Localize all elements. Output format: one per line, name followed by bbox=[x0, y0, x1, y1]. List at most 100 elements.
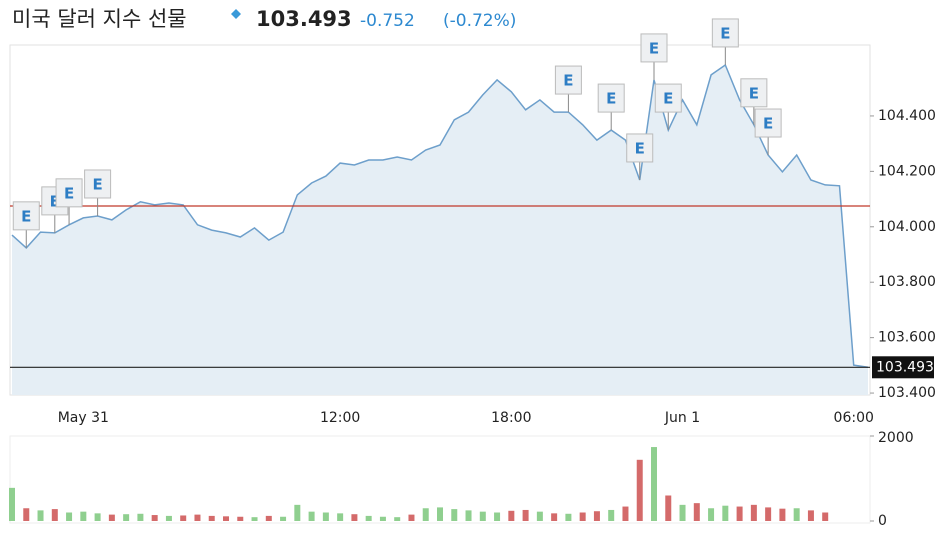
area bbox=[12, 65, 868, 395]
y-tick-label: 104.200 bbox=[878, 163, 936, 179]
event-box bbox=[597, 83, 625, 113]
volume-bar bbox=[708, 508, 715, 521]
volume-bar bbox=[693, 503, 700, 521]
volume-bar bbox=[23, 508, 30, 521]
y-tick-label: 103.600 bbox=[878, 330, 936, 346]
title: 미국 달러 지수 선물 bbox=[12, 7, 187, 31]
volume-bar bbox=[66, 512, 73, 521]
volume-bar bbox=[408, 514, 415, 521]
volume-bar bbox=[522, 509, 529, 521]
event-box bbox=[84, 169, 112, 199]
volume-bar bbox=[536, 511, 543, 521]
volume-bar bbox=[251, 517, 258, 521]
y-tick-label: 0 bbox=[878, 513, 887, 529]
volume-bar bbox=[494, 512, 501, 521]
volume-bar bbox=[437, 507, 443, 521]
event-label: E bbox=[563, 72, 573, 90]
volume-bar bbox=[722, 505, 729, 521]
event-label: E bbox=[50, 192, 60, 210]
volume-bar bbox=[665, 495, 672, 521]
volume-bar bbox=[265, 515, 272, 521]
event-label: E bbox=[763, 115, 773, 133]
volume-bar bbox=[822, 512, 829, 521]
event-label: E bbox=[720, 24, 730, 42]
event-box bbox=[55, 178, 83, 208]
volume-bar bbox=[51, 509, 58, 521]
volume-bar bbox=[451, 509, 458, 521]
y-tick-label: 104.000 bbox=[878, 219, 936, 235]
volume-bar bbox=[308, 511, 315, 521]
volume-bar bbox=[194, 514, 201, 521]
event-label: E bbox=[635, 139, 645, 157]
volume-bar bbox=[379, 516, 386, 521]
volume-bar bbox=[108, 514, 115, 521]
volume-bar bbox=[208, 515, 215, 521]
volume-bar bbox=[80, 511, 87, 521]
volume-bar bbox=[593, 511, 600, 521]
volume-frame bbox=[9, 435, 871, 524]
event-box bbox=[12, 201, 40, 231]
volume-bar bbox=[137, 513, 144, 521]
volume-bar bbox=[9, 487, 15, 521]
event-label: E bbox=[663, 90, 673, 108]
icon bbox=[231, 9, 241, 19]
volume-bar bbox=[180, 515, 187, 521]
y-tick-label: 2000 bbox=[878, 430, 914, 446]
y-tick-label: 103.800 bbox=[878, 274, 936, 290]
volume-bar bbox=[422, 508, 429, 521]
event-box bbox=[654, 83, 682, 113]
volume-bar bbox=[37, 510, 44, 521]
last-price-label: 103.493 bbox=[876, 359, 934, 375]
x-tick-label: Jun 1 bbox=[664, 410, 700, 426]
volume-bar bbox=[280, 516, 287, 521]
volume-bar bbox=[337, 513, 344, 521]
volume-bar bbox=[807, 510, 814, 521]
y-tick-label: 103.400 bbox=[878, 385, 936, 401]
volume-bar bbox=[579, 512, 586, 521]
price: 103.493 bbox=[256, 7, 352, 31]
volume-bar bbox=[779, 508, 786, 521]
volume-bar bbox=[608, 509, 615, 521]
volume-bar bbox=[123, 514, 130, 521]
event-box bbox=[711, 18, 739, 48]
volume-bar bbox=[465, 510, 472, 521]
volume-bar bbox=[651, 447, 657, 521]
event-box bbox=[640, 33, 668, 63]
event-label: E bbox=[92, 175, 102, 193]
change-pct: (-0.72%) bbox=[443, 11, 516, 31]
volume-bar bbox=[479, 511, 486, 521]
change: -0.752 bbox=[360, 11, 415, 31]
volume-bar bbox=[636, 459, 643, 521]
y-tick-label: 104.400 bbox=[878, 108, 936, 124]
volume-bar bbox=[322, 512, 329, 521]
volume-bar bbox=[365, 515, 372, 521]
event-box bbox=[754, 108, 782, 138]
x-tick-label: May 31 bbox=[58, 410, 109, 426]
volume-bar bbox=[165, 515, 172, 521]
event-label: E bbox=[64, 184, 74, 202]
last-price-box bbox=[872, 356, 934, 379]
event-label: E bbox=[749, 84, 759, 102]
volume-bar bbox=[351, 514, 358, 521]
volume-bar bbox=[394, 517, 401, 521]
volume-bar bbox=[294, 504, 301, 521]
volume-bar bbox=[622, 506, 629, 521]
volume-bar bbox=[151, 515, 158, 521]
x-tick-label: 12:00 bbox=[320, 410, 360, 426]
line bbox=[11, 63, 869, 369]
volume-bar bbox=[679, 504, 686, 521]
volume-bar bbox=[750, 504, 757, 521]
volume-bar bbox=[765, 507, 772, 521]
volume-bar bbox=[793, 508, 800, 521]
event-box bbox=[554, 65, 582, 95]
volume-bar bbox=[565, 513, 572, 521]
event-box bbox=[626, 133, 654, 163]
volume-bar bbox=[508, 510, 515, 521]
volume-bar bbox=[237, 516, 244, 521]
event-label: E bbox=[649, 39, 659, 57]
x-tick-label: 06:00 bbox=[834, 410, 874, 426]
x-tick-label: 18:00 bbox=[491, 410, 531, 426]
event-box bbox=[740, 78, 768, 108]
